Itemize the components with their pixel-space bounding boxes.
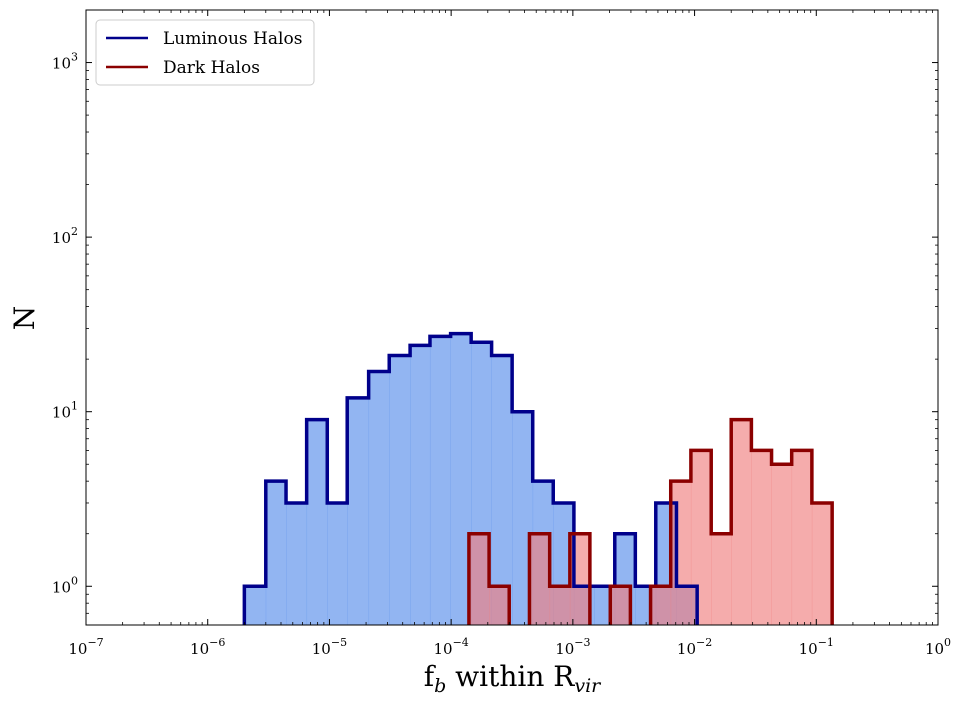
bar-luminous-1	[265, 481, 287, 625]
axis-ticks: 10−7 10−6 10−5 10−4 10−3 10−2 10−1 100 100 101 102…	[52, 9, 951, 658]
bar-luminous-12	[491, 355, 513, 625]
bar-dark-3	[529, 533, 551, 625]
bar-dark-17	[811, 502, 833, 625]
legend-frame	[95, 19, 315, 86]
bar-dark-13	[731, 419, 752, 625]
bar-luminous-7	[389, 355, 411, 625]
bar-dark-4	[549, 586, 571, 625]
legend-label-dark: Dark Halos	[163, 58, 260, 78]
x-tick-label: 10−1	[799, 636, 834, 658]
x-tick-label: 10−6	[190, 636, 225, 658]
legend: Luminous Halos Dark Halos	[95, 19, 315, 86]
bar-dark-9	[650, 586, 672, 625]
bar-luminous-0	[244, 586, 267, 625]
bar-luminous-2	[286, 502, 308, 625]
bar-luminous-8	[410, 345, 431, 625]
histogram-bars	[242, 331, 834, 625]
series-luminous-outline	[242, 331, 699, 625]
bar-dark-7	[610, 586, 631, 625]
y-tick-label: 103	[52, 51, 78, 73]
y-tick-label: 101	[52, 400, 78, 422]
x-tick-label: 10−7	[68, 636, 103, 658]
bar-luminous-10	[450, 333, 472, 625]
x-tick-label: 100	[925, 636, 951, 658]
series-dark-outline	[467, 417, 834, 625]
bar-luminous-4	[327, 502, 348, 625]
bar-dark-1	[489, 586, 510, 625]
bar-dark-11	[690, 450, 712, 625]
plot-frame	[85, 9, 939, 626]
bar-dark-0	[468, 533, 490, 625]
y-axis-label: N	[8, 306, 41, 331]
x-tick-label: 10−5	[312, 636, 347, 658]
x-tick-label: 10−2	[677, 636, 712, 658]
y-tick-label: 102	[52, 225, 78, 247]
bar-dark-15	[771, 464, 793, 625]
bar-luminous-6	[368, 371, 390, 625]
x-tick-label: 10−3	[555, 636, 590, 658]
y-tick-label: 100	[52, 574, 78, 596]
bar-dark-16	[791, 450, 813, 625]
x-axis-label: fb within Rvir	[424, 660, 602, 697]
bar-dark-12	[711, 533, 732, 625]
legend-label-luminous: Luminous Halos	[163, 29, 302, 49]
bar-luminous-3	[306, 419, 328, 625]
x-tick-label: 10−4	[433, 636, 468, 658]
bar-luminous-9	[429, 336, 452, 625]
bar-luminous-5	[347, 397, 370, 625]
bar-dark-14	[751, 450, 772, 625]
